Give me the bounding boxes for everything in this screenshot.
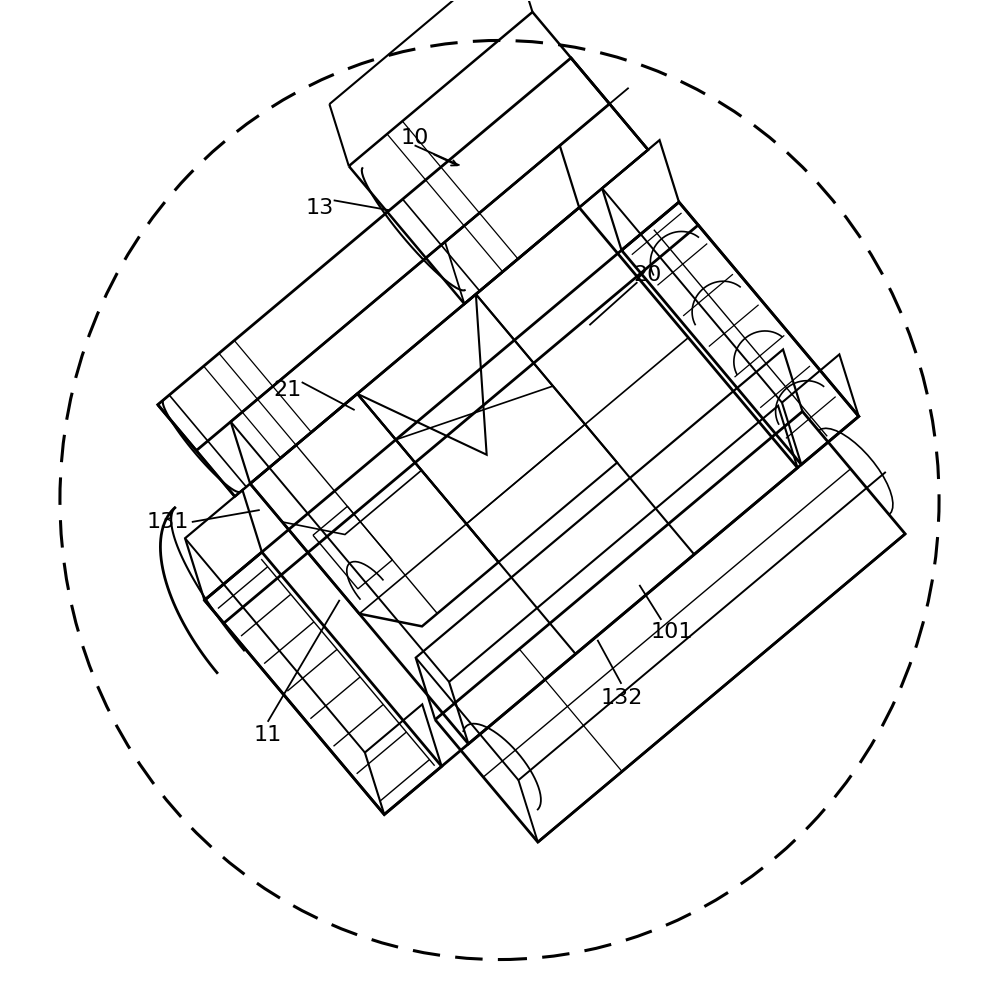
Text: 10: 10 <box>401 128 429 148</box>
Text: 20: 20 <box>633 265 661 285</box>
Text: 132: 132 <box>600 688 642 708</box>
Text: 11: 11 <box>254 725 282 745</box>
Text: 131: 131 <box>147 512 189 532</box>
Text: 13: 13 <box>306 198 334 218</box>
Text: 101: 101 <box>650 622 692 642</box>
Text: 21: 21 <box>274 380 302 400</box>
